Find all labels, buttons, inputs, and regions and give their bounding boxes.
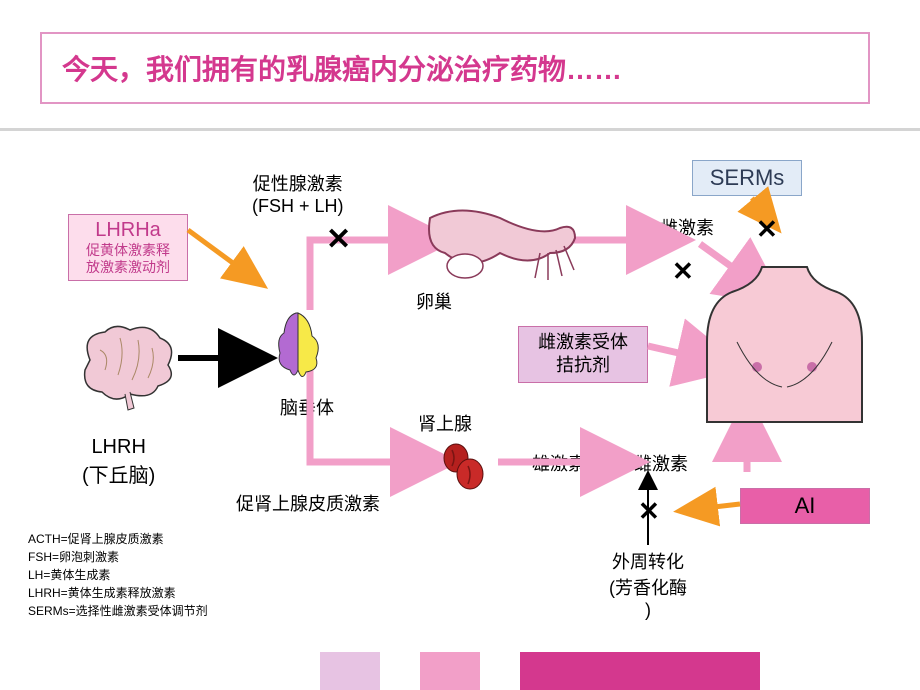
lhrh-line2: (下丘脑) [82, 459, 155, 488]
peripheral-line2: (芳香化酶 ) [598, 574, 698, 621]
glossary-line: LH=黄体生成素 [28, 566, 208, 584]
page-title: 今天，我们拥有的乳腺癌内分泌治疗药物…… [62, 48, 848, 88]
title-box: 今天，我们拥有的乳腺癌内分泌治疗药物…… [40, 32, 870, 104]
glossary: ACTH=促肾上腺皮质激素 FSH=卵泡刺激素 LH=黄体生成素 LHRH=黄体… [28, 530, 208, 620]
serms-text: SERMs [710, 165, 785, 190]
pituitary-icon [268, 308, 328, 388]
serms-box: SERMs [692, 160, 802, 196]
bottom-bar [0, 652, 920, 690]
glossary-line: ACTH=促肾上腺皮质激素 [28, 530, 208, 548]
torso-icon [702, 262, 867, 432]
peripheral-label: 外周转化 (芳香化酶 ) [598, 548, 698, 621]
glossary-line: LHRH=黄体生成素释放激素 [28, 584, 208, 602]
gonadotropin-label: 促性腺激素 (FSH + LH) [252, 170, 344, 217]
antagonist-text: 雌激素受体 拮抗剂 [538, 332, 628, 375]
ai-text: AI [795, 493, 816, 518]
ai-box: AI [740, 488, 870, 524]
lhrha-title: LHRHa [79, 219, 177, 242]
cross-icon: ✕ [672, 256, 694, 287]
bar-segment [420, 652, 480, 690]
adrenal-icon [438, 440, 488, 495]
gonadotropin-line2: (FSH + LH) [252, 196, 344, 217]
gonadotropin-line1: 促性腺激素 [252, 170, 344, 196]
lhrh-line1: LHRH [82, 436, 155, 459]
glossary-line: FSH=卵泡刺激素 [28, 548, 208, 566]
lhrha-sub: 促黄体激素释 放激素激动剂 [79, 242, 177, 276]
bar-segment [0, 652, 320, 690]
bar-segment [480, 652, 520, 690]
estrogen1-label: 雌激素 [660, 214, 714, 240]
bar-segment [520, 652, 760, 690]
cross-icon: ✕ [756, 214, 778, 245]
estrogen2-label: 雌激素 [634, 450, 688, 476]
brain-icon [70, 320, 180, 415]
antagonist-box: 雌激素受体 拮抗剂 [518, 326, 648, 383]
lhrh-label: LHRH (下丘脑) [82, 436, 155, 488]
bar-segment [380, 652, 420, 690]
adrenal-label: 肾上腺 [418, 410, 472, 436]
cross-icon: ✕ [326, 222, 351, 257]
lhrha-box: LHRHa 促黄体激素释 放激素激动剂 [68, 214, 188, 281]
glossary-line: SERMs=选择性雌激素受体调节剂 [28, 602, 208, 620]
bar-segment [760, 652, 920, 690]
acth-label: 促肾上腺皮质激素 [236, 490, 380, 516]
peripheral-line1: 外周转化 [598, 548, 698, 574]
bar-segment [320, 652, 380, 690]
cross-icon: ✕ [638, 496, 660, 527]
divider [0, 128, 920, 131]
pituitary-label: 脑垂体 [280, 394, 334, 420]
ovary-icon [420, 198, 580, 293]
androgen-label: 雄激素 [532, 450, 586, 476]
